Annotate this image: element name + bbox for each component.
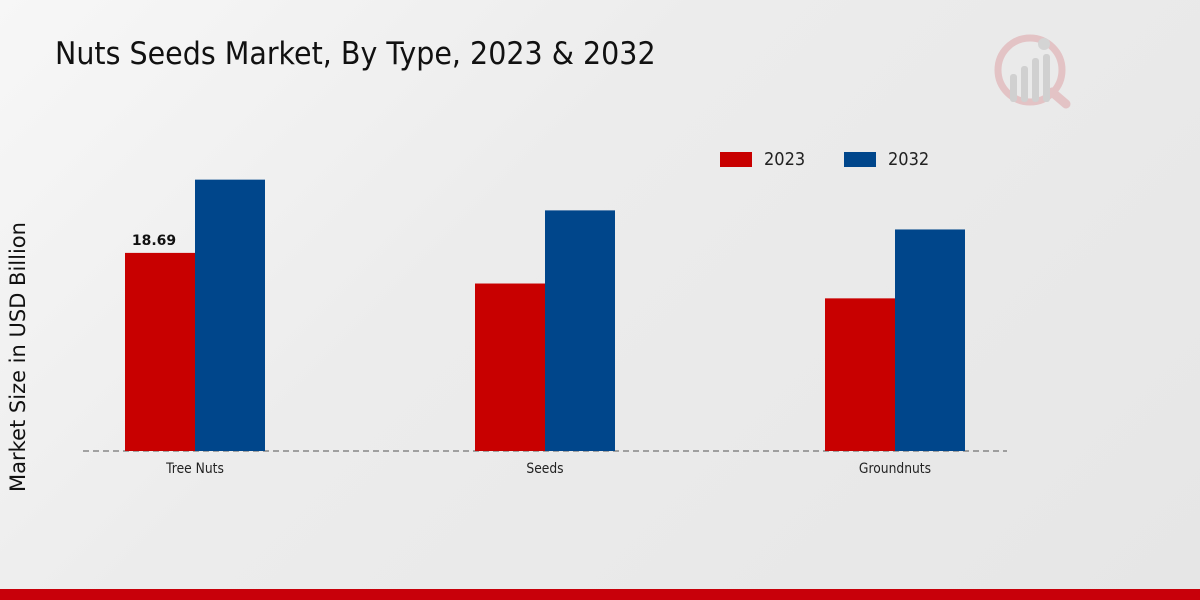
- bar-2032-groundnuts: [895, 229, 965, 451]
- legend-label-2023: 2023: [764, 149, 806, 170]
- bar-2023-tree-nuts: [125, 252, 195, 451]
- chart-title: Nuts Seeds Market, By Type, 2023 & 2032: [55, 36, 656, 72]
- data-label: 18.69: [132, 233, 176, 249]
- x-tick-label: Seeds: [526, 461, 563, 477]
- legend-label-2032: 2032: [887, 149, 930, 170]
- brand-logo-icon: [994, 34, 1071, 109]
- bar-2023-groundnuts: [825, 298, 895, 451]
- bar-2023-seeds: [475, 283, 545, 451]
- legend-item-2023: 2023: [720, 149, 810, 170]
- x-tick-label: Tree Nuts: [165, 461, 224, 477]
- bar-2032-seeds: [545, 210, 615, 451]
- legend-item-2032: 2032: [843, 149, 934, 170]
- x-tick-label: Groundnuts: [859, 461, 931, 477]
- legend-swatch-2032: [843, 152, 876, 167]
- legend-swatch-2023: [720, 152, 752, 167]
- chart-legend: 2023 2032: [720, 149, 934, 170]
- footer-bar: [0, 589, 1200, 600]
- bar-2032-tree-nuts: [195, 179, 265, 451]
